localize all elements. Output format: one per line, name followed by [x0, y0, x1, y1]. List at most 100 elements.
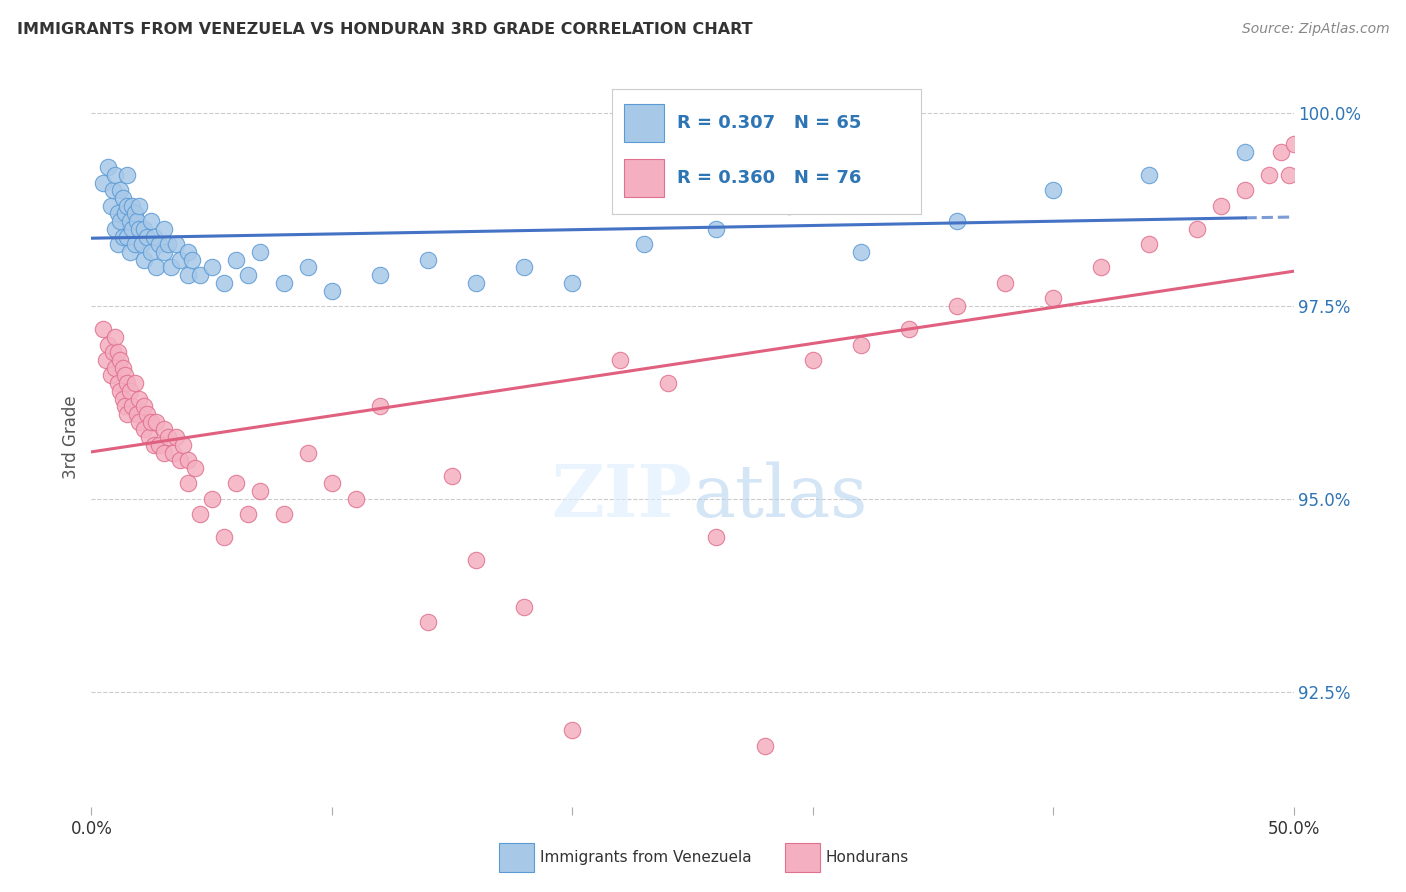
- Point: [121, 199, 143, 213]
- Point: [128, 392, 150, 406]
- Point: [1137, 168, 1160, 182]
- Text: atlas: atlas: [692, 461, 868, 532]
- Point: [801, 353, 824, 368]
- Point: [125, 407, 148, 421]
- Point: [152, 445, 174, 459]
- Text: ZIP: ZIP: [551, 461, 692, 532]
- Point: [249, 244, 271, 259]
- Point: [142, 438, 165, 452]
- Point: [561, 723, 583, 738]
- Point: [110, 183, 132, 197]
- Point: [101, 345, 124, 359]
- Point: [561, 276, 583, 290]
- Point: [172, 438, 194, 452]
- Point: [1282, 136, 1305, 151]
- Point: [148, 438, 170, 452]
- Point: [110, 353, 132, 368]
- Point: [609, 353, 631, 368]
- Point: [946, 214, 969, 228]
- Point: [1234, 183, 1257, 197]
- Point: [176, 268, 198, 282]
- Point: [94, 353, 117, 368]
- Point: [107, 345, 129, 359]
- Point: [124, 376, 146, 390]
- Point: [104, 330, 127, 344]
- Point: [225, 252, 247, 267]
- Point: [297, 260, 319, 275]
- Point: [754, 739, 776, 753]
- Point: [212, 530, 235, 544]
- Point: [110, 384, 132, 398]
- Point: [141, 415, 163, 429]
- Point: [778, 199, 800, 213]
- Point: [273, 507, 295, 521]
- Point: [131, 237, 153, 252]
- Point: [145, 260, 167, 275]
- Text: Hondurans: Hondurans: [825, 850, 908, 864]
- Text: Immigrants from Venezuela: Immigrants from Venezuela: [540, 850, 752, 864]
- Point: [236, 507, 259, 521]
- Text: R = 0.307   N = 65: R = 0.307 N = 65: [676, 114, 860, 132]
- Point: [117, 168, 139, 182]
- Point: [165, 430, 187, 444]
- Point: [152, 422, 174, 436]
- Point: [657, 376, 679, 390]
- Point: [142, 229, 165, 244]
- Point: [97, 160, 120, 174]
- Point: [849, 337, 872, 351]
- Point: [1042, 183, 1064, 197]
- Point: [134, 222, 156, 236]
- Point: [513, 260, 536, 275]
- Point: [1187, 222, 1209, 236]
- Point: [97, 337, 120, 351]
- Point: [128, 222, 150, 236]
- Point: [124, 237, 146, 252]
- Point: [1234, 145, 1257, 159]
- Point: [181, 252, 204, 267]
- Point: [1278, 168, 1301, 182]
- Point: [368, 399, 391, 413]
- Bar: [624, 104, 664, 142]
- Point: [138, 430, 160, 444]
- Point: [128, 415, 150, 429]
- Point: [513, 599, 536, 614]
- Point: [176, 476, 198, 491]
- Point: [212, 276, 235, 290]
- Point: [111, 360, 134, 375]
- Point: [184, 461, 207, 475]
- Point: [121, 399, 143, 413]
- Point: [465, 553, 488, 567]
- Point: [152, 222, 174, 236]
- Point: [93, 322, 115, 336]
- Point: [145, 415, 167, 429]
- Point: [148, 237, 170, 252]
- Point: [118, 244, 141, 259]
- Point: [169, 252, 191, 267]
- Point: [114, 206, 136, 220]
- Point: [111, 229, 134, 244]
- Bar: [624, 159, 664, 196]
- Point: [440, 468, 463, 483]
- Point: [141, 244, 163, 259]
- Point: [134, 422, 156, 436]
- Point: [104, 360, 127, 375]
- Point: [134, 252, 156, 267]
- Point: [1090, 260, 1112, 275]
- Point: [1137, 237, 1160, 252]
- Point: [114, 368, 136, 383]
- Point: [169, 453, 191, 467]
- Point: [297, 445, 319, 459]
- Point: [162, 445, 184, 459]
- Point: [111, 392, 134, 406]
- Point: [1042, 291, 1064, 305]
- Point: [118, 384, 141, 398]
- Point: [157, 430, 180, 444]
- Text: IMMIGRANTS FROM VENEZUELA VS HONDURAN 3RD GRADE CORRELATION CHART: IMMIGRANTS FROM VENEZUELA VS HONDURAN 3R…: [17, 22, 752, 37]
- Point: [273, 276, 295, 290]
- Point: [107, 376, 129, 390]
- Point: [107, 237, 129, 252]
- Point: [188, 268, 211, 282]
- Point: [1258, 168, 1281, 182]
- Point: [165, 237, 187, 252]
- Point: [249, 484, 271, 499]
